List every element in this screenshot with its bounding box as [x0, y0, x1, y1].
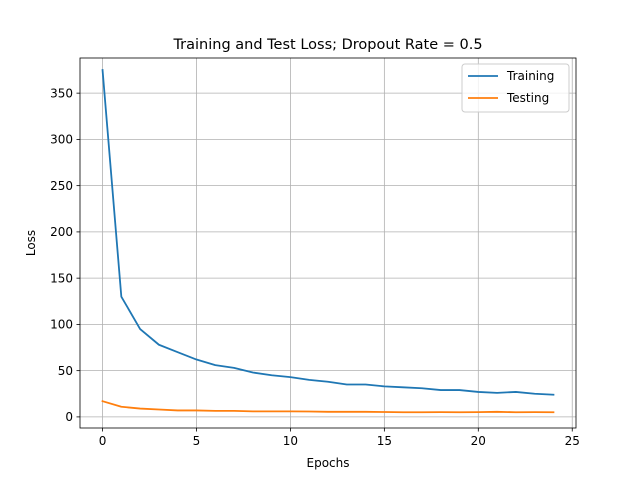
series-line-testing: [101, 400, 555, 414]
y-tick-label: 200: [50, 225, 73, 239]
plot-frame: [79, 57, 577, 429]
y-axis-label: Loss: [24, 230, 38, 256]
series-lines: [101, 69, 555, 414]
x-tick-label: 5: [193, 434, 201, 448]
legend-label-testing: Testing: [506, 91, 549, 105]
grid: [80, 58, 576, 428]
x-tick-label: 10: [283, 434, 298, 448]
x-tick-label: 25: [565, 434, 580, 448]
y-tick-label: 250: [50, 179, 73, 193]
y-tick-label: 350: [50, 86, 73, 100]
x-axis-label: Epochs: [307, 456, 350, 470]
y-tick-label: 100: [50, 318, 73, 332]
tick-marks: [76, 92, 573, 432]
x-tick-label: 0: [99, 434, 107, 448]
legend-label-training: Training: [506, 69, 554, 83]
y-tick-label: 150: [50, 271, 73, 285]
x-tick-label: 15: [377, 434, 392, 448]
series-line-training: [101, 69, 555, 396]
chart-title: Training and Test Loss; Dropout Rate = 0…: [172, 37, 482, 53]
y-tick-label: 300: [50, 133, 73, 147]
legend: Training Testing: [461, 63, 570, 113]
x-tick-label: 20: [471, 434, 486, 448]
y-tick-label: 50: [58, 364, 73, 378]
y-tick-label: 0: [65, 410, 73, 424]
